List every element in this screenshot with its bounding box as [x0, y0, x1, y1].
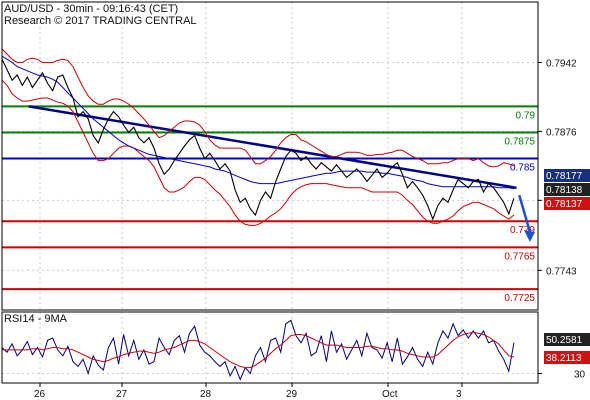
level-label: 0.79: [516, 110, 536, 121]
rsi-y-tick-label: 30: [574, 370, 586, 381]
rsi-signal-line: [2, 331, 515, 369]
rsi-series: [1, 319, 515, 381]
rsi-title: RSI14 - 9MA: [4, 313, 68, 325]
chart-title: AUD/USD - 30min - 09:16:43 (CET): [4, 3, 178, 15]
level-label: 0.785: [510, 163, 535, 174]
x-tick-label: 26: [34, 389, 46, 400]
x-tick-label: 3: [456, 389, 462, 400]
price-box-label: 0.78177: [546, 171, 583, 182]
price-box: [544, 197, 590, 210]
x-tick-label: 27: [116, 389, 128, 400]
forecast-arrow-head: [523, 230, 535, 243]
rsi-value-box-label: 38.2113: [546, 353, 582, 364]
y-tick-label: 0.7876: [546, 127, 577, 138]
x-tick-label: Oct: [382, 389, 398, 400]
trendline: [28, 105, 517, 190]
price-line: [1, 59, 515, 221]
y-tick-label: 0.7743: [546, 266, 577, 277]
price-series: [1, 48, 515, 226]
levels: 0.79 0.7875 0.785 0.779 0.7765 0.7725: [2, 105, 538, 304]
chart-copyright: Research © 2017 TRADING CENTRAL: [4, 15, 197, 27]
forecast-arrow: [518, 194, 532, 233]
price-box-label: 0.78138: [546, 185, 583, 196]
x-tick-label: 29: [286, 389, 298, 400]
main-panel-frame: [1, 1, 539, 311]
level-label: 0.7875: [504, 136, 535, 147]
trendline-layer: [28, 105, 535, 243]
lower-band-line: [1, 79, 515, 226]
moving-average-line: [1, 55, 514, 190]
level-label: 0.7765: [504, 251, 535, 262]
level-label: 0.7725: [504, 293, 535, 304]
value-boxes: 0.78177 0.78138 0.78137 50.2581 38.2113: [544, 169, 590, 364]
rsi-value-box: [544, 333, 590, 346]
price-box-label: 0.78137: [546, 199, 583, 210]
price-box: [544, 169, 590, 182]
rsi-rsi-line: [1, 319, 515, 381]
price-box: [544, 183, 590, 196]
rsi-panel-frame: [1, 311, 539, 384]
rsi-value-box-label: 50.2581: [546, 335, 583, 346]
upper-band-line: [1, 48, 515, 168]
rsi-value-box: [544, 351, 590, 364]
y-tick-label: 0.7942: [546, 58, 577, 69]
level-label: 0.779: [510, 225, 535, 236]
x-tick-label: 28: [200, 389, 212, 400]
